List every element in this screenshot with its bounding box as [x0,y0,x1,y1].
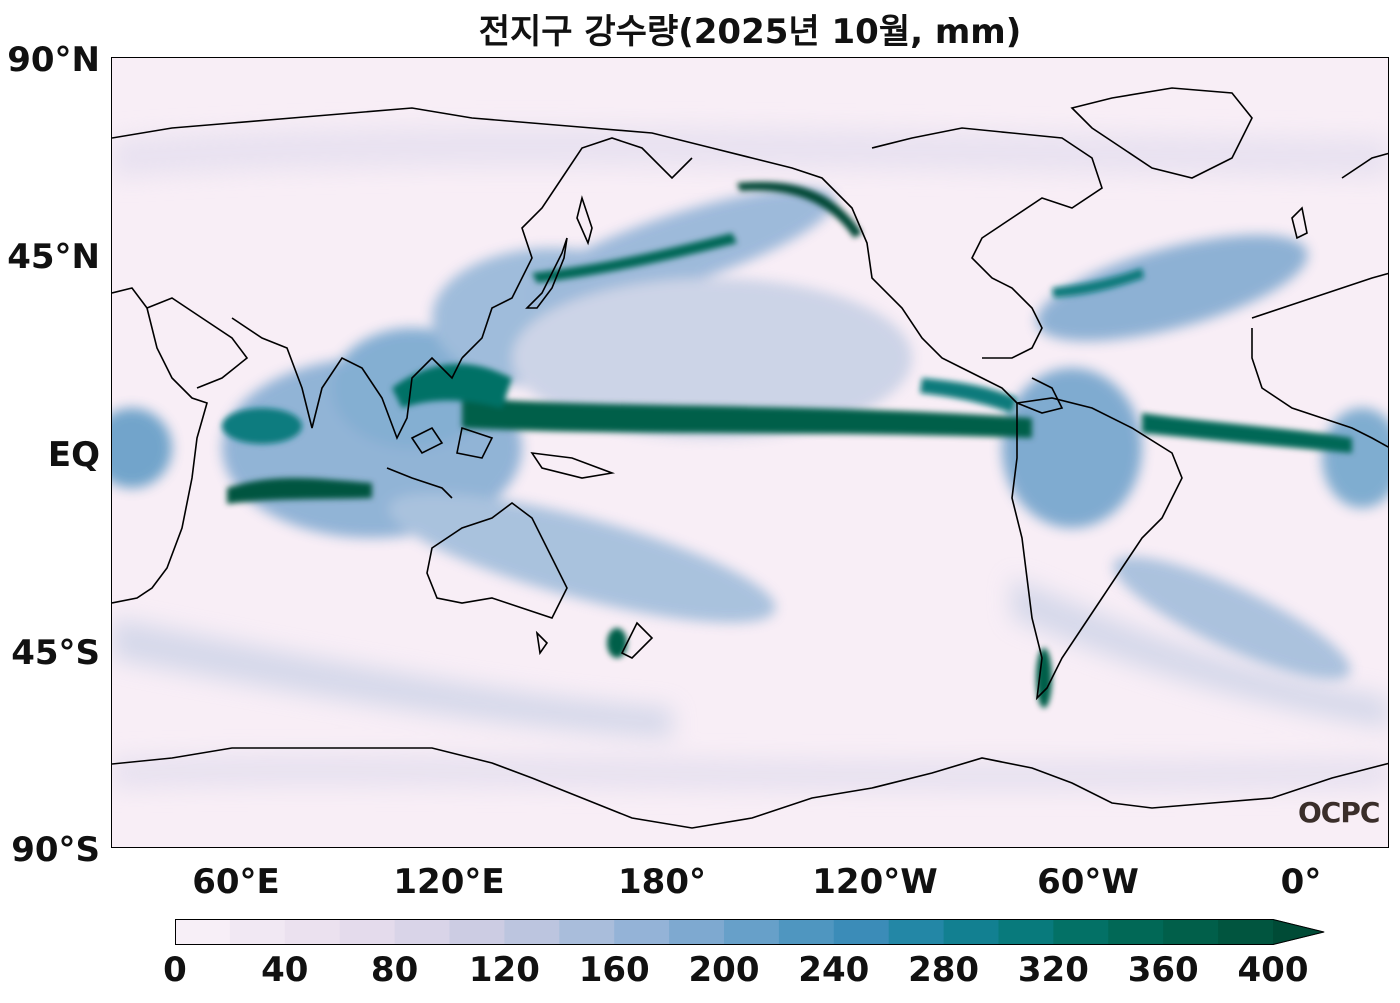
colorbar-segment [1163,919,1219,945]
colorbar-tick-label: 80 [370,950,419,990]
colorbar-segment [229,919,286,945]
colorbar-tick-label: 200 [688,950,760,990]
colorbar-segment [614,919,670,945]
colorbar-tick-label: 0 [163,950,187,990]
lon-label-180: 180° [618,862,706,902]
colorbar-tick-label: 40 [261,950,309,990]
colorbar-tick-label: 160 [578,950,650,990]
colorbar-segment [833,919,890,945]
ocpc-logo: OCPC [1298,795,1390,836]
colorbar-extend-arrow [1273,919,1325,945]
colorbar-segment [998,919,1054,945]
colorbar-segment [724,919,780,945]
colorbar-segment [888,919,945,945]
colorbar-segment [943,919,1000,945]
precipitation-map [111,57,1389,848]
colorbar-tick-label: 240 [798,950,870,990]
colorbar [175,919,1325,945]
lon-label-60e: 60°E [192,862,280,902]
ocpc-logo-image: OCPC [1298,796,1380,829]
colorbar-segment [559,919,615,945]
moderate-precip-zones [112,188,1388,680]
colorbar-tick-label: 280 [908,950,980,990]
svg-text:OCPC: OCPC [1298,796,1379,829]
colorbar-segment [504,919,560,945]
precipitation-field [112,58,1388,847]
colorbar-tick-label: 320 [1017,950,1089,990]
colorbar-segment [284,919,341,945]
colorbar-tick-label: 360 [1127,950,1199,990]
colorbar-outline [175,919,1325,945]
colorbar-segment [1108,919,1164,945]
lon-label-120w: 120°W [812,862,938,902]
colorbar-segment [1053,919,1109,945]
colorbar-segment [778,919,835,945]
coastlines [112,87,1388,829]
lon-label-60w: 60°W [1037,862,1139,902]
lat-label-45n: 45°N [7,237,100,277]
colorbar-segment [175,919,231,945]
colorbar-segment [394,919,451,945]
lon-label-0: 0° [1280,862,1322,902]
colorbar-tick-label: 120 [468,950,540,990]
colorbar-tick-label: 400 [1237,950,1309,990]
colorbar-segment [339,919,396,945]
lat-label-45s: 45°S [11,633,100,673]
lat-label-90n: 90°N [7,40,100,80]
colorbar-segment [669,919,725,945]
lat-label-eq: EQ [47,435,100,475]
lon-label-120e: 120°E [393,862,505,902]
colorbar-segment [449,919,505,945]
lat-label-90s: 90°S [11,830,100,870]
colorbar-segment [1218,919,1274,945]
heavy-precip-zones [222,181,1352,708]
map-title: 전지구 강수량(2025년 10월, mm) [478,12,1022,52]
